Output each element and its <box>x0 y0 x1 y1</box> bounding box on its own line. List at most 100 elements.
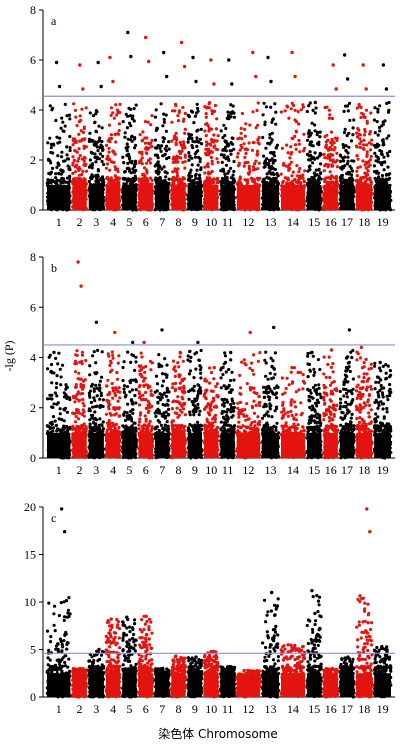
x-tick-label: 16 <box>325 215 337 229</box>
chromosome-6-peak <box>144 35 148 40</box>
chromosome-6-peak <box>144 614 148 618</box>
x-tick-label: 5 <box>126 702 132 716</box>
x-tick-label: 12 <box>242 215 254 229</box>
x-tick-label: 18 <box>358 463 370 477</box>
y-tick-label: 4 <box>30 103 36 117</box>
chromosome-6-peak-2 <box>147 59 151 64</box>
x-tick-label: 15 <box>308 215 320 229</box>
y-tick-label: 2 <box>30 153 36 167</box>
chromosome-5-peak <box>125 615 129 619</box>
chromosome-19-peak <box>381 63 386 67</box>
chromosome-5-baseline-band <box>122 673 137 697</box>
chromosome-17-baseline-band <box>339 432 355 458</box>
chromosome-2-peak <box>78 666 82 671</box>
x-tick-label: 11 <box>222 702 234 716</box>
chromosome-17-peak <box>347 328 352 332</box>
chromosome-8-peak-2 <box>182 64 187 69</box>
chromosome-1-peak <box>59 507 64 511</box>
chromosome-9-peak-2 <box>194 79 198 84</box>
chromosome-14-peak <box>286 643 290 647</box>
chromosome-2-peak <box>76 260 80 264</box>
chromosome-18-peak-2 <box>368 530 372 534</box>
chromosome-8-peak <box>179 40 184 45</box>
chromosome-15-peak <box>310 350 314 355</box>
chromosome-3-baseline-band <box>88 432 104 458</box>
y-tick-label: 6 <box>30 53 36 67</box>
chromosome-1-peak <box>54 60 59 65</box>
y-tick-label: 8 <box>30 3 36 17</box>
chromosome-1-baseline-band <box>47 432 71 458</box>
chromosome-19-peak <box>378 360 382 365</box>
chromosome-19-baseline-band <box>374 432 391 458</box>
x-tick-label: 18 <box>358 215 370 229</box>
chromosome-4-peak <box>108 55 112 60</box>
x-tick-label: 6 <box>143 463 149 477</box>
x-tick-label: 5 <box>126 463 132 477</box>
panel-letter: a <box>51 14 57 28</box>
chromosome-11-peak <box>228 664 232 669</box>
x-tick-label: 17 <box>341 463 353 477</box>
x-tick-label: 13 <box>265 463 277 477</box>
chromosome-14-peak-2 <box>293 74 297 79</box>
chromosome-8-baseline-band <box>171 185 186 210</box>
y-tick-label: 4 <box>30 351 36 365</box>
chromosome-6-baseline-band <box>138 432 153 458</box>
chromosome-3-peak <box>94 320 99 324</box>
y-tick-label: 15 <box>24 548 36 562</box>
chromosome-6-peak <box>142 340 146 345</box>
chromosome-18-peak <box>359 345 364 350</box>
y-tick-label: 0 <box>30 203 36 217</box>
chromosome-15-peak <box>313 100 317 105</box>
chromosome-16-peak <box>331 63 335 67</box>
chromosome-18-baseline-band <box>356 673 373 697</box>
y-tick-label: 10 <box>24 595 36 609</box>
chromosome-16-baseline-band <box>323 673 338 697</box>
chromosome-11-baseline-band <box>220 185 235 210</box>
chromosome-19-peak <box>380 644 384 649</box>
x-tick-label: 11 <box>222 463 234 477</box>
chromosome-11-peak <box>227 58 231 62</box>
chromosome-5-baseline-band <box>122 432 137 458</box>
chromosome-16-baseline-band <box>323 432 338 458</box>
chromosome-12-peak <box>248 330 252 335</box>
x-tick-label: 4 <box>110 463 116 477</box>
chromosome-6-baseline-band <box>138 185 153 210</box>
chromosome-19-baseline-band <box>374 673 391 697</box>
panel-letter: c <box>51 511 56 525</box>
chromosome-3-peak <box>96 60 100 65</box>
x-tick-label: 3 <box>93 463 99 477</box>
chromosome-9-peak <box>196 340 200 345</box>
x-tick-label: 16 <box>325 463 337 477</box>
x-tick-label: 3 <box>93 702 99 716</box>
x-tick-label: 8 <box>176 463 182 477</box>
y-tick-label: 0 <box>30 451 36 465</box>
chromosome-11-baseline-band <box>220 673 235 697</box>
y-tick-label: 2 <box>30 401 36 415</box>
chromosome-17-baseline-band <box>339 185 355 210</box>
x-tick-label: 8 <box>176 215 182 229</box>
chromosome-10-baseline-band <box>204 673 219 697</box>
chromosome-1-peak <box>52 350 56 355</box>
x-tick-label: 16 <box>325 702 337 716</box>
chromosome-15-baseline-band <box>307 185 322 210</box>
chromosome-3-peak <box>97 647 101 652</box>
x-tick-label: 4 <box>110 215 116 229</box>
x-tick-label: 19 <box>377 215 389 229</box>
y-tick-label: 6 <box>30 300 36 314</box>
snp-points <box>45 30 393 212</box>
x-tick-label: 14 <box>287 702 299 716</box>
x-tick-label: 3 <box>93 215 99 229</box>
x-tick-label: 2 <box>77 463 83 477</box>
chromosome-7-peak <box>162 50 166 55</box>
y-tick-label: 0 <box>30 690 36 704</box>
chromosome-4-peak <box>113 330 117 335</box>
chromosome-2-peak <box>78 63 82 67</box>
x-tick-label: 6 <box>143 702 149 716</box>
x-tick-label: 19 <box>377 463 389 477</box>
chromosome-18-peak-2 <box>364 87 368 91</box>
x-tick-label: 10 <box>205 702 217 716</box>
chromosome-12-baseline-band <box>236 673 261 697</box>
chromosome-9-peak <box>191 55 195 60</box>
chromosome-14-baseline-band <box>280 432 306 458</box>
